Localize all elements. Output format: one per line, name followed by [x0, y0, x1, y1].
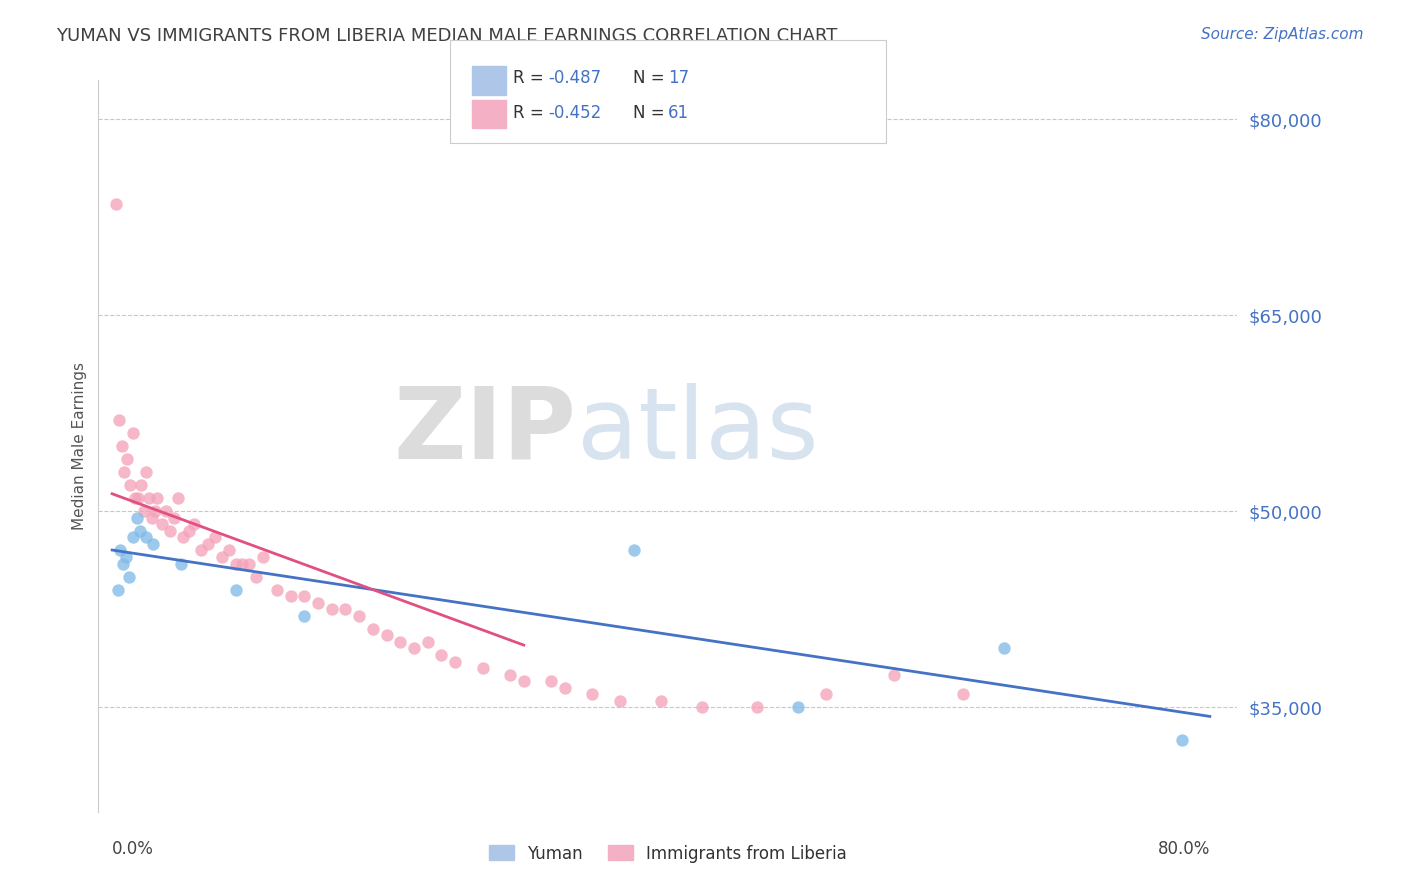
Point — [190, 543, 212, 558]
Point — [204, 530, 226, 544]
Point — [402, 641, 425, 656]
Y-axis label: Median Male Earnings: Median Male Earnings — [72, 362, 87, 530]
Point — [609, 694, 631, 708]
Point — [280, 589, 302, 603]
Point — [132, 504, 155, 518]
Point — [430, 648, 453, 662]
Point — [115, 549, 138, 564]
Point — [127, 491, 149, 506]
Point — [361, 622, 384, 636]
Point — [159, 524, 181, 538]
Point — [125, 511, 148, 525]
Point — [141, 511, 163, 525]
Point — [581, 687, 603, 701]
Point — [513, 674, 536, 689]
Point — [170, 557, 193, 571]
Point — [650, 694, 672, 708]
Point — [107, 582, 129, 597]
Point — [231, 557, 253, 571]
Point — [183, 517, 205, 532]
Point — [112, 557, 135, 571]
Point — [814, 687, 837, 701]
Point — [142, 537, 165, 551]
Point — [121, 425, 143, 440]
Point — [245, 569, 267, 583]
Point — [117, 569, 139, 583]
Point — [540, 674, 562, 689]
Point — [197, 537, 219, 551]
Point — [252, 549, 274, 564]
Point — [952, 687, 974, 701]
Point — [118, 478, 141, 492]
Text: R =: R = — [513, 104, 550, 122]
Point — [143, 504, 166, 518]
Point — [225, 557, 247, 571]
Point — [787, 700, 810, 714]
Text: 17: 17 — [668, 70, 689, 87]
Point — [155, 504, 177, 518]
Point — [128, 524, 150, 538]
Point — [121, 530, 143, 544]
Point — [105, 197, 128, 211]
Text: ZIP: ZIP — [394, 383, 576, 480]
Point — [416, 635, 439, 649]
Text: YUMAN VS IMMIGRANTS FROM LIBERIA MEDIAN MALE EARNINGS CORRELATION CHART: YUMAN VS IMMIGRANTS FROM LIBERIA MEDIAN … — [56, 27, 838, 45]
Point — [114, 465, 136, 479]
Point — [108, 413, 131, 427]
Point — [146, 491, 169, 506]
Point — [111, 439, 134, 453]
Point — [335, 602, 357, 616]
Point — [110, 543, 132, 558]
Text: 61: 61 — [668, 104, 689, 122]
Legend: Yuman, Immigrants from Liberia: Yuman, Immigrants from Liberia — [482, 838, 853, 869]
Point — [623, 543, 645, 558]
Text: 80.0%: 80.0% — [1157, 840, 1209, 858]
Point — [471, 661, 494, 675]
Point — [347, 608, 370, 623]
Point — [883, 667, 905, 681]
Point — [150, 517, 173, 532]
Point — [115, 452, 138, 467]
Point — [745, 700, 768, 714]
Point — [321, 602, 343, 616]
Text: -0.452: -0.452 — [548, 104, 602, 122]
Point — [211, 549, 233, 564]
Text: N =: N = — [633, 104, 669, 122]
Text: 0.0%: 0.0% — [112, 840, 155, 858]
Text: -0.487: -0.487 — [548, 70, 602, 87]
Text: R =: R = — [513, 70, 550, 87]
Point — [138, 491, 160, 506]
Point — [124, 491, 146, 506]
Text: N =: N = — [633, 70, 669, 87]
Point — [690, 700, 713, 714]
Point — [177, 524, 200, 538]
Point — [135, 465, 157, 479]
Point — [163, 511, 186, 525]
Point — [129, 478, 152, 492]
Point — [1171, 732, 1194, 747]
Point — [444, 655, 467, 669]
Point — [554, 681, 576, 695]
Point — [375, 628, 398, 642]
Point — [266, 582, 288, 597]
Point — [225, 582, 247, 597]
Point — [389, 635, 412, 649]
Point — [135, 530, 157, 544]
Point — [292, 589, 315, 603]
Point — [167, 491, 190, 506]
Point — [993, 641, 1015, 656]
Point — [292, 608, 315, 623]
Text: atlas: atlas — [576, 383, 818, 480]
Text: Source: ZipAtlas.com: Source: ZipAtlas.com — [1201, 27, 1364, 42]
Point — [307, 596, 329, 610]
Point — [499, 667, 522, 681]
Point — [218, 543, 240, 558]
Point — [238, 557, 260, 571]
Point — [173, 530, 195, 544]
